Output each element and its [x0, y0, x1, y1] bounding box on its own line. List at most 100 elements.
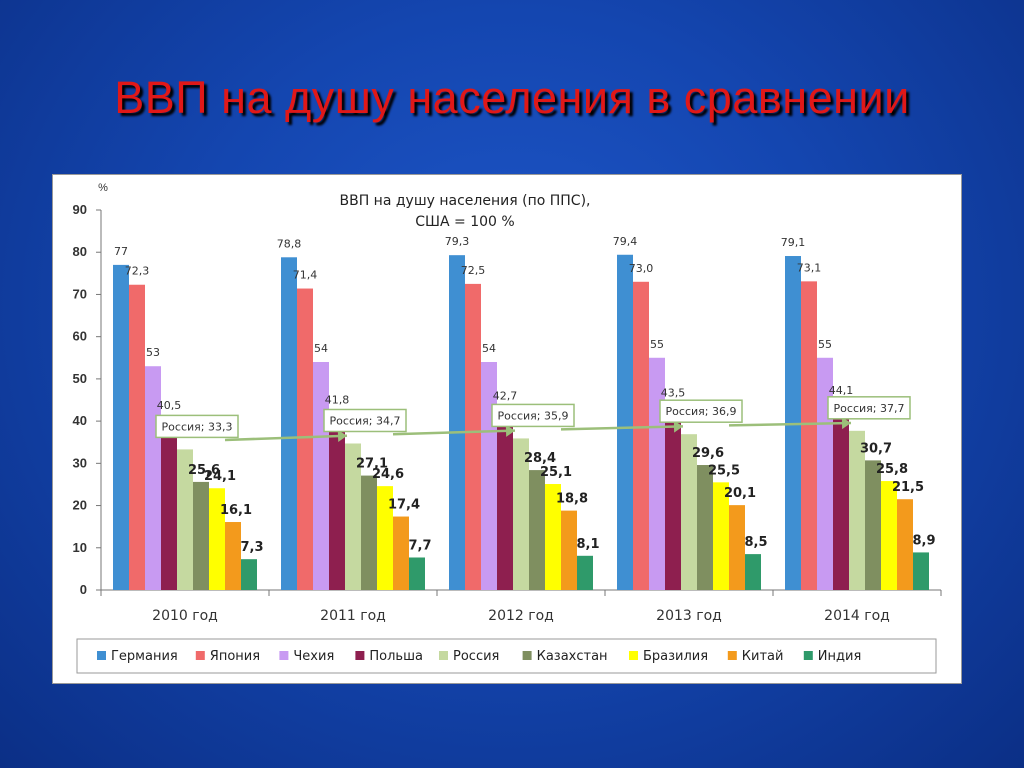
bar-series-8 [409, 557, 425, 590]
legend-swatch [97, 651, 106, 660]
bar-series-0 [617, 254, 633, 590]
data-label: 27,1 [356, 457, 388, 472]
russia-trend-arrowhead [841, 417, 851, 430]
bar-series-1 [465, 283, 481, 590]
data-label: 25,5 [708, 463, 740, 478]
bar-series-8 [745, 554, 761, 590]
bar-russia [681, 434, 697, 590]
data-label: 29,6 [692, 446, 724, 461]
legend-swatch [439, 651, 448, 660]
russia-trend-segment [224, 434, 348, 442]
data-label: 20,1 [724, 486, 756, 501]
legend-swatch [522, 651, 532, 660]
bar-series-1 [801, 281, 817, 590]
data-label: 16,1 [220, 503, 252, 518]
bar-russia [177, 449, 193, 590]
data-label: 72,5 [461, 264, 486, 277]
bar-series-1 [633, 281, 649, 590]
bar-series-5 [529, 470, 545, 590]
data-label: 79,1 [781, 236, 806, 249]
data-label: 21,5 [892, 480, 924, 495]
data-label: 24,6 [372, 467, 404, 482]
legend-label: Индия [818, 649, 861, 664]
bar-series-3 [329, 413, 345, 590]
bar-series-6 [713, 482, 729, 590]
legend-label: Россия [453, 649, 499, 664]
y-tick-label: 0 [80, 582, 87, 597]
bar-series-8 [913, 552, 929, 590]
chart-title-line2: США = 100 % [415, 214, 514, 230]
bar-series-7 [897, 499, 913, 590]
data-label: 18,8 [556, 492, 588, 507]
bar-series-5 [193, 481, 209, 590]
data-label: Россия; 36,9 [666, 405, 737, 418]
data-label: Россия; 34,7 [330, 414, 401, 427]
bar-series-3 [665, 406, 681, 590]
bar-russia [345, 443, 361, 590]
data-label: 73,1 [797, 261, 822, 274]
y-tick-label: 80 [73, 244, 87, 259]
data-label: 77 [114, 245, 128, 258]
data-label: 43,5 [661, 386, 686, 399]
chart-axes: 0 10 20 30 40 50 60 70 80 90 2010 год 2011 год 2012 … [73, 202, 942, 624]
x-category-label: 2014 год [824, 608, 890, 624]
bar-series-7 [225, 522, 241, 590]
bar-series-0 [281, 257, 297, 590]
legend-swatch [727, 651, 737, 660]
bar-series-7 [561, 510, 577, 590]
bar-series-6 [209, 488, 225, 590]
russia-trend-arrowhead [337, 430, 347, 443]
legend-label: Бразилия [643, 649, 708, 664]
legend-label: Чехия [293, 649, 334, 664]
legend-label: Китай [742, 649, 784, 664]
data-label: 8,1 [576, 537, 599, 552]
chart-frame: 0 10 20 30 40 50 60 70 80 90 2010 год 2011 год 2012 … [52, 174, 962, 684]
data-label: 55 [818, 338, 832, 351]
gdp-bar-chart: 0 10 20 30 40 50 60 70 80 90 2010 год 2011 год 2012 … [73, 182, 942, 674]
data-label: 79,4 [613, 235, 638, 248]
y-tick-label: 90 [73, 202, 87, 217]
data-label: Россия; 37,7 [834, 402, 905, 415]
bar-series-5 [865, 460, 881, 590]
data-label: 73,0 [629, 262, 654, 275]
y-tick-label: 40 [73, 413, 87, 428]
russia-callout-box [491, 403, 575, 428]
legend-swatch [279, 651, 289, 660]
data-label: 30,7 [860, 441, 892, 456]
y-tick-label: 50 [73, 371, 87, 386]
bar-series-7 [393, 516, 409, 590]
bar-series-8 [241, 559, 257, 590]
data-label: 7,3 [240, 540, 263, 555]
data-label: 54 [482, 342, 496, 355]
x-category-label: 2011 год [320, 608, 386, 624]
slide-title: ВВП на душу населения в сравнении [114, 72, 910, 123]
data-label: Россия; 35,9 [498, 409, 569, 422]
bar-series-5 [361, 475, 377, 590]
data-label: 42,7 [493, 390, 518, 403]
y-tick-label: 70 [73, 286, 87, 301]
legend-swatch [195, 651, 205, 660]
legend-label: Польша [369, 649, 423, 664]
data-label: 7,7 [408, 538, 431, 553]
bar-russia [849, 430, 865, 590]
russia-callout-box [323, 408, 407, 433]
chart-trend [224, 417, 852, 443]
data-label: 8,5 [744, 535, 767, 550]
data-label: 44,1 [829, 384, 854, 397]
data-label: 53 [146, 346, 160, 359]
chart-title-line1: ВВП на душу населения (по ППС), [340, 193, 591, 209]
data-label: 54 [314, 342, 328, 355]
data-label: 24,1 [204, 469, 236, 484]
y-tick-label: 10 [73, 540, 87, 555]
bar-series-1 [129, 284, 145, 590]
bar-series-3 [161, 419, 177, 590]
y-tick-label: 20 [73, 498, 87, 513]
data-label: 72,3 [125, 265, 150, 278]
data-label: 71,4 [293, 269, 318, 282]
russia-callout-box [155, 414, 239, 439]
data-label: Россия; 33,3 [162, 420, 233, 433]
bar-series-6 [545, 484, 561, 590]
data-label: 40,5 [157, 399, 182, 412]
legend-swatch [355, 651, 365, 660]
russia-callout-box [827, 396, 911, 420]
